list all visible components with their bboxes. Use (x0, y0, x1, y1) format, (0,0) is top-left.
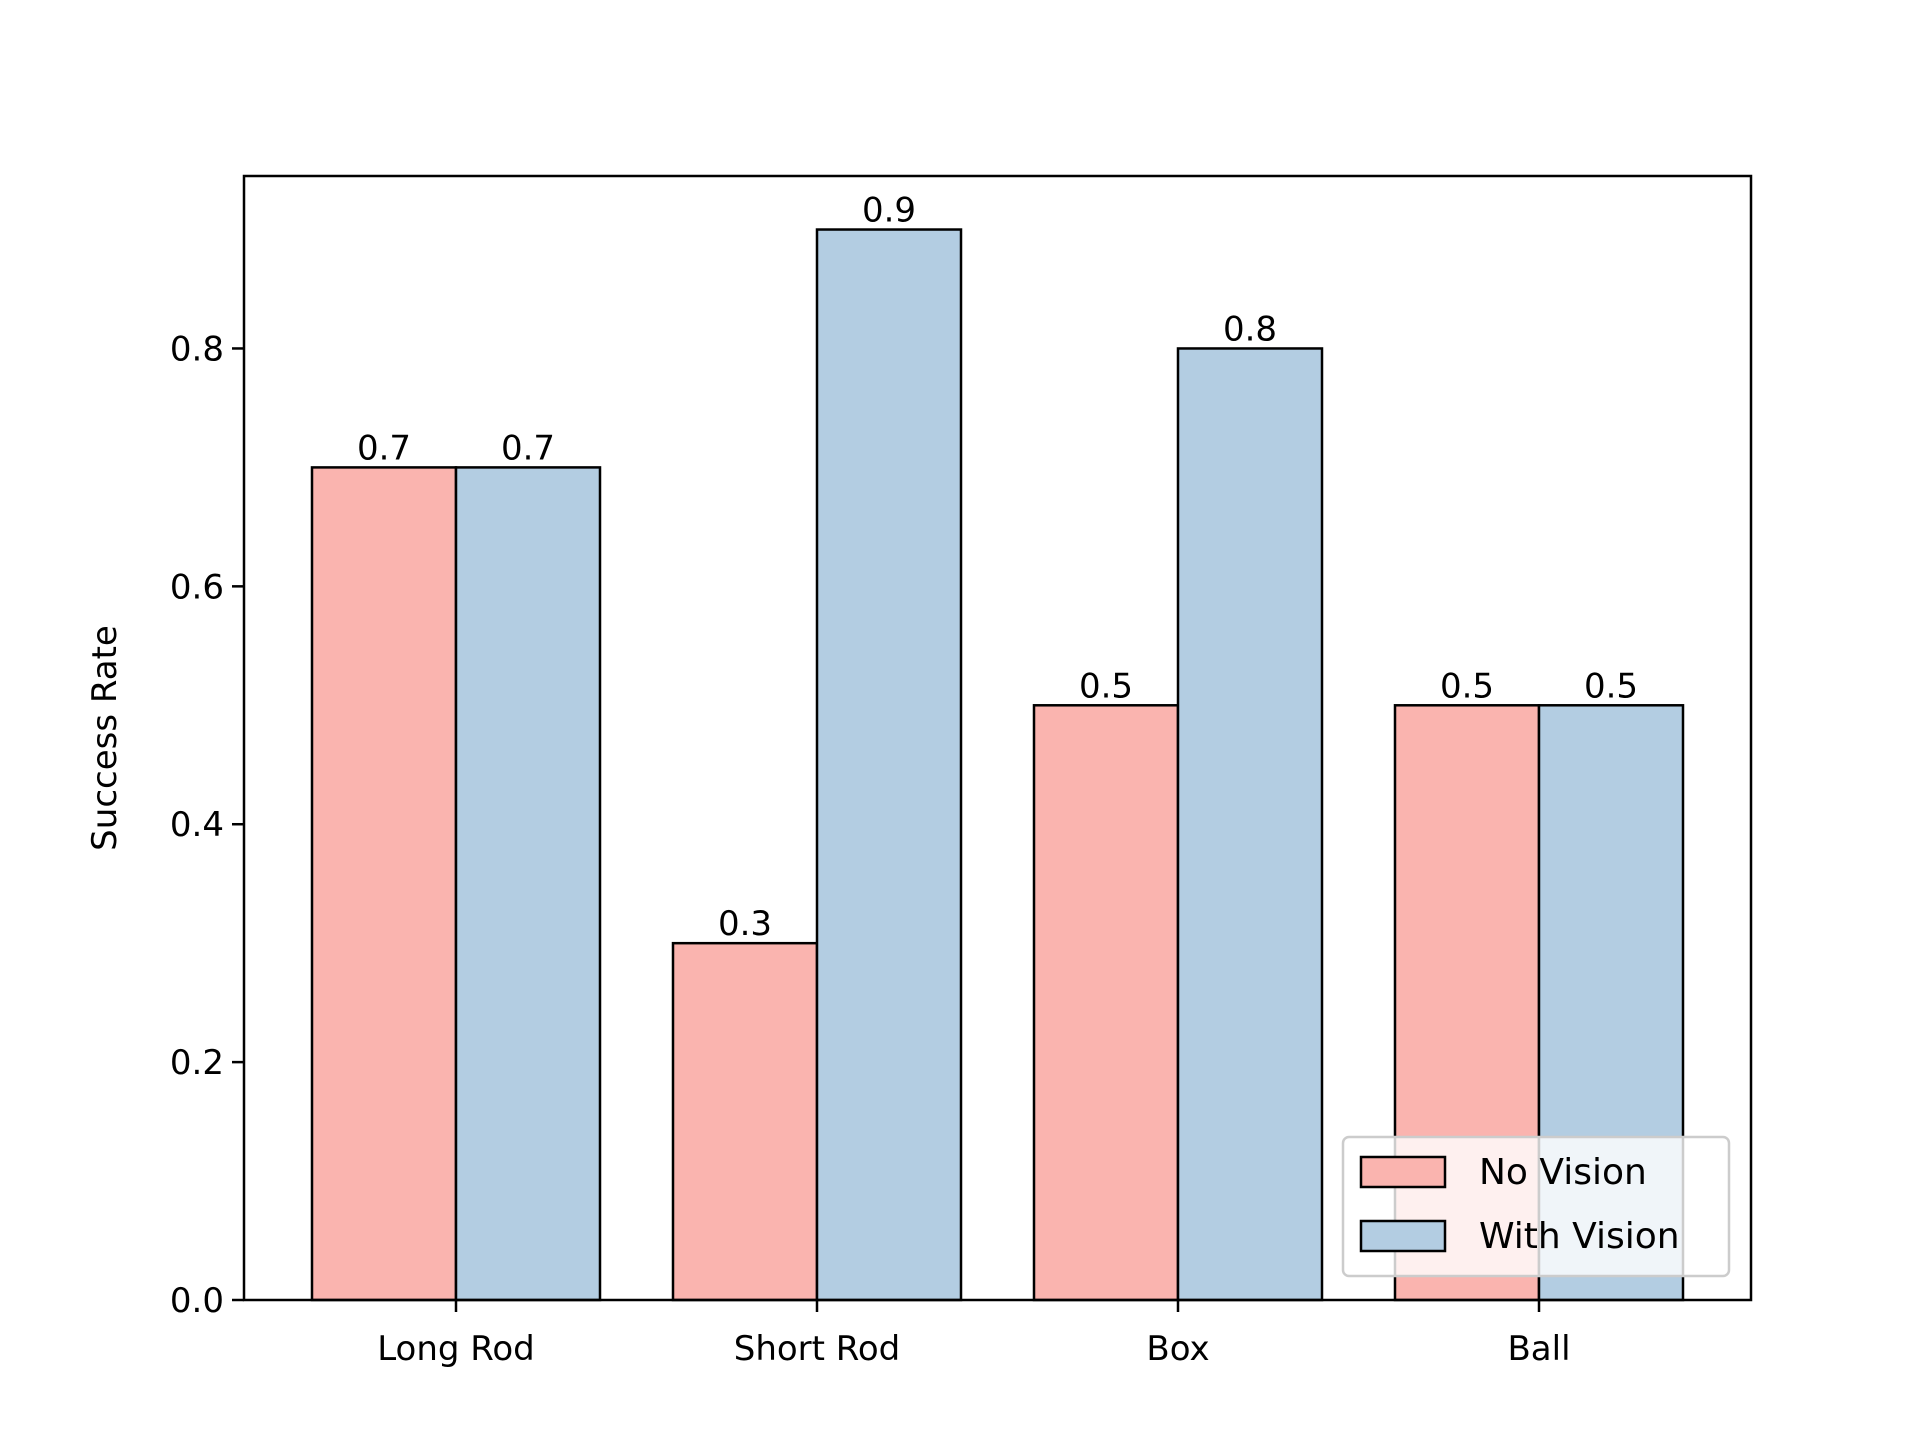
y-axis: 0.0 0.2 0.4 0.6 0.8 (170, 329, 244, 1321)
legend-label: No Vision (1479, 1152, 1647, 1193)
y-tick-label: 0.2 (170, 1043, 224, 1083)
data-labels-layer: 0.7 0.7 0.3 0.9 0.5 0.8 0.5 0.5 (357, 191, 1638, 945)
bar-no-vision-short-rod (671, 941, 819, 1302)
data-label: 0.5 (1440, 666, 1494, 706)
y-tick-label: 0.8 (170, 329, 224, 369)
y-tick-label: 0.6 (170, 567, 224, 607)
bar-with-vision-long-rod (454, 466, 602, 1302)
y-tick-label: 0.4 (170, 805, 224, 845)
y-tick-label: 0.0 (170, 1281, 224, 1321)
data-label: 0.7 (357, 428, 411, 468)
y-axis-label: Success Rate (85, 625, 125, 851)
data-label: 0.7 (501, 428, 555, 468)
data-label: 0.5 (1079, 666, 1133, 706)
legend-swatch-no-vision (1359, 1155, 1447, 1189)
data-label: 0.9 (862, 191, 916, 231)
x-axis: Long Rod Short Rod Box Ball (377, 1300, 1571, 1369)
bar-with-vision-short-rod (815, 228, 963, 1302)
bar-with-vision-box (1176, 347, 1324, 1302)
bar-no-vision-box (1032, 704, 1180, 1302)
bar-no-vision-long-rod (310, 466, 458, 1302)
legend-label: With Vision (1479, 1216, 1680, 1257)
data-label: 0.3 (718, 904, 772, 944)
x-tick-label: Long Rod (377, 1329, 535, 1369)
plot-frame (242, 174, 1753, 1302)
x-tick-label: Short Rod (734, 1329, 901, 1369)
x-tick-label: Box (1146, 1329, 1209, 1369)
x-tick-label: Ball (1507, 1329, 1570, 1369)
data-label: 0.5 (1584, 666, 1638, 706)
data-label: 0.8 (1223, 309, 1277, 349)
legend-swatch-with-vision (1359, 1219, 1447, 1253)
legend: No Vision With Vision (1341, 1135, 1731, 1278)
